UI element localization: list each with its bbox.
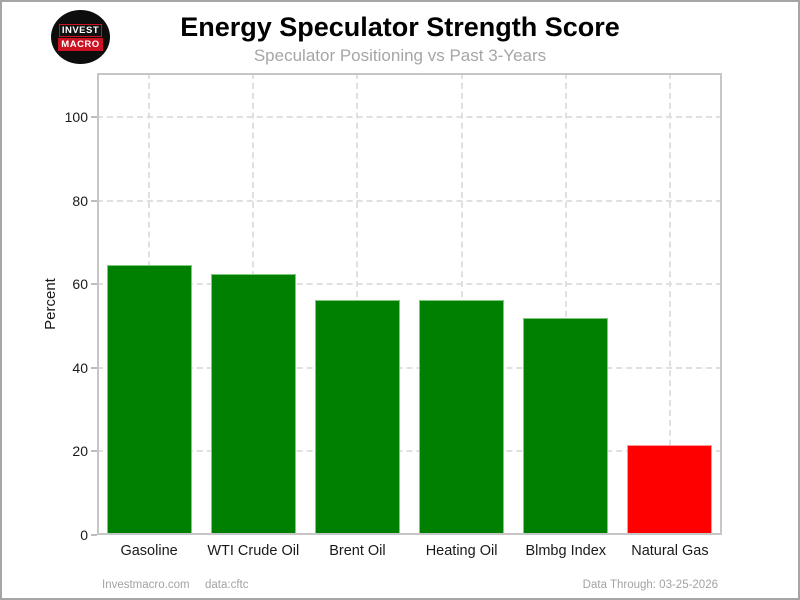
y-tick-mark-60 <box>91 283 97 286</box>
footer-data-source: data:cftc <box>205 579 249 591</box>
bar-natural-gas <box>627 444 713 535</box>
h-gridline-80 <box>97 199 722 202</box>
logo-macro-text: MACRO <box>58 37 103 51</box>
x-tick-label-brent-oil: Brent Oil <box>329 543 386 559</box>
y-tick-mark-20 <box>91 450 97 453</box>
x-tick-label-natural-gas: Natural Gas <box>631 543 709 559</box>
y-tick-mark-0 <box>91 534 97 536</box>
y-tick-label-0: 0 <box>80 527 88 543</box>
y-tick-mark-80 <box>91 199 97 202</box>
bar-heating-oil <box>419 300 505 535</box>
v-gridline <box>564 73 567 535</box>
x-tick-label-blmbg-index: Blmbg Index <box>525 543 607 559</box>
y-tick-label-40: 40 <box>72 359 88 376</box>
x-tick-label-gasoline: Gasoline <box>120 543 178 559</box>
h-gridline-60 <box>97 283 722 286</box>
y-tick-label-60: 60 <box>72 276 88 293</box>
v-gridline <box>668 73 671 535</box>
bar-brent-oil <box>314 299 400 535</box>
y-tick-label-20: 20 <box>72 443 88 460</box>
plot-area: Percent 0 20 40 60 80 100 Gasoline WTI Crude Oi… <box>42 73 722 559</box>
x-tick-label-heating-oil: Heating Oil <box>425 543 498 559</box>
y-tick-label-100: 100 <box>64 109 88 125</box>
h-gridline-40 <box>97 366 722 369</box>
bar-gasoline <box>106 264 192 535</box>
y-tick-label-80: 80 <box>72 192 88 209</box>
bar-blmbg-index <box>523 318 609 535</box>
chart-subtitle: Speculator Positioning vs Past 3-Years <box>253 46 547 65</box>
footer-site: Investmacro.com <box>102 579 190 591</box>
y-tick-mark-40 <box>91 366 97 369</box>
logo-invest-text: INVEST <box>58 23 103 37</box>
chart-title: Energy Speculator Strength Score <box>180 12 620 42</box>
investmacro-logo: INVEST MACRO <box>51 10 110 64</box>
h-gridline-100 <box>97 116 722 118</box>
bar-wti-crude-oil <box>210 274 296 535</box>
footer-data-through: Data Through: 03-25-2026 <box>582 579 718 591</box>
y-tick-mark-100 <box>91 116 97 118</box>
x-tick-label-wti-crude-oil: WTI Crude Oil <box>207 543 300 559</box>
h-gridline-20 <box>97 450 722 453</box>
